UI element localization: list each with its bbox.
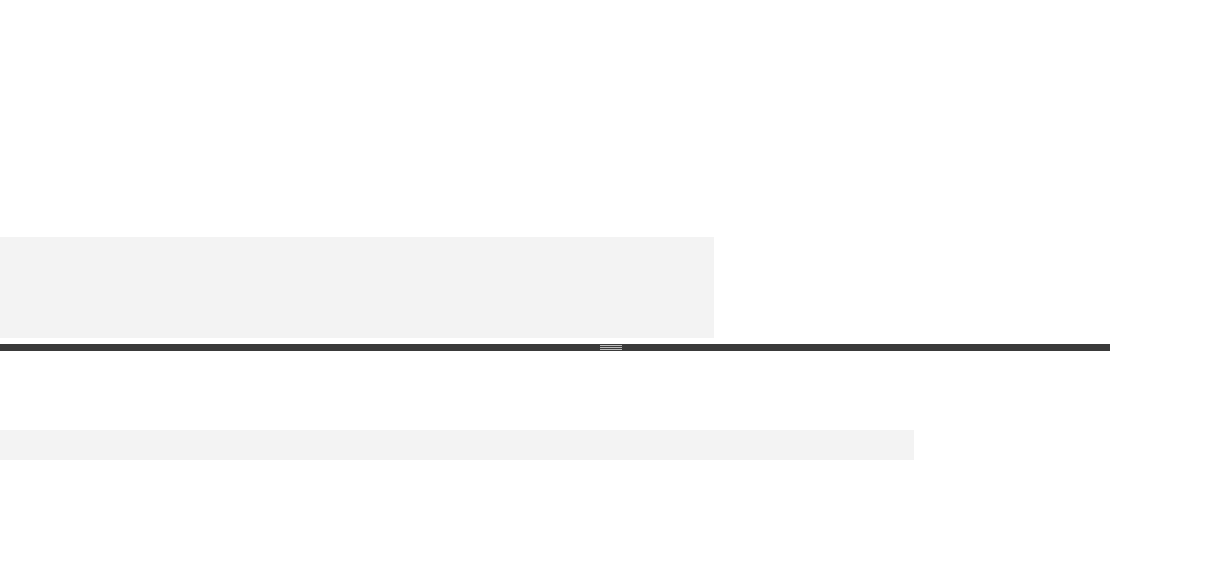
legend-bottom <box>0 430 914 460</box>
legend-swatch-ratio <box>34 439 47 452</box>
footer <box>0 547 1224 565</box>
panel-divider-grip[interactable] <box>600 345 622 350</box>
chart-plot-area <box>0 82 1224 478</box>
panel-divider <box>0 344 1110 351</box>
legend-top <box>0 237 714 338</box>
